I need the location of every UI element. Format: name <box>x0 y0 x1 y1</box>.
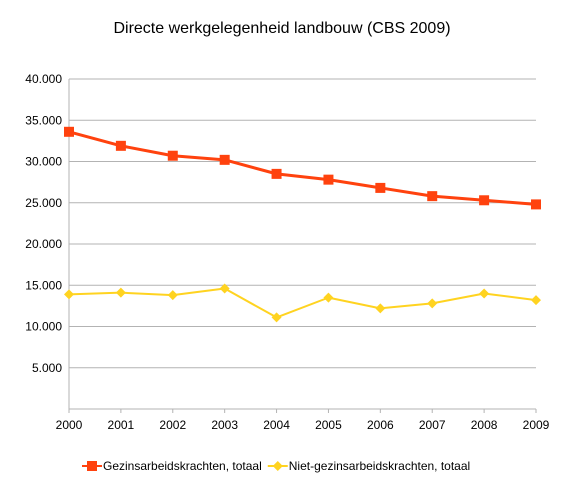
series-line <box>68 130 537 206</box>
y-tick-label: 10.000 <box>25 320 62 334</box>
series-layer <box>64 126 541 323</box>
data-point <box>323 292 334 303</box>
x-tick-label: 2003 <box>211 418 238 432</box>
legend-marker <box>272 461 283 471</box>
data-point <box>479 195 490 206</box>
chart-title: Directe werkgelegenheid landbouw (CBS 20… <box>113 20 450 37</box>
data-point <box>271 168 282 179</box>
legend-marker <box>87 461 97 471</box>
data-point <box>427 191 438 202</box>
data-point <box>219 283 230 294</box>
x-tick-label: 2004 <box>263 418 290 432</box>
legend-label: Niet-gezinsarbeidskrachten, totaal <box>289 459 470 473</box>
data-point <box>167 150 178 161</box>
data-point <box>479 288 490 299</box>
grid-layer <box>69 78 536 369</box>
x-tick-label: 2000 <box>56 418 83 432</box>
data-point <box>115 140 126 151</box>
x-tick-label: 2002 <box>159 418 186 432</box>
x-tick-label: 2007 <box>419 418 446 432</box>
axis-layer: 5.000 10.000 15.000 20.000 25.000 30.000 35.00… <box>25 72 549 432</box>
data-point <box>219 154 230 165</box>
y-tick-label: 40.000 <box>25 72 62 86</box>
data-point <box>375 303 386 314</box>
series-1 <box>64 126 541 210</box>
legend-item-2: Niet-gezinsarbeidskrachten, totaal <box>267 459 470 473</box>
legend-label: Gezinsarbeidskrachten, totaal <box>103 459 262 473</box>
data-point <box>375 182 386 193</box>
y-tick-label: 5.000 <box>32 361 62 375</box>
data-point <box>64 289 74 300</box>
y-tick-label: 35.000 <box>25 113 62 127</box>
y-tick-label: 25.000 <box>25 196 62 210</box>
legend: Gezinsarbeidskrachten, totaal Niet-gezins… <box>82 459 470 473</box>
x-tick-label: 2001 <box>108 418 135 432</box>
data-point <box>531 199 541 210</box>
y-tick-label: 30.000 <box>25 155 62 169</box>
legend-item-1: Gezinsarbeidskrachten, totaal <box>82 459 262 473</box>
y-tick-label: 15.000 <box>25 278 62 292</box>
data-point <box>271 312 282 323</box>
x-tick-label: 2009 <box>523 418 550 432</box>
data-point <box>323 174 334 185</box>
data-point <box>115 287 126 298</box>
data-point <box>427 298 438 309</box>
x-tick-label: 2005 <box>315 418 342 432</box>
series-line <box>68 287 537 319</box>
x-tick-label: 2008 <box>471 418 498 432</box>
data-point <box>531 295 541 306</box>
data-point <box>167 290 178 301</box>
series-2 <box>64 283 541 323</box>
x-tick-label: 2006 <box>367 418 394 432</box>
y-tick-label: 20.000 <box>25 237 62 251</box>
data-point <box>64 126 74 137</box>
